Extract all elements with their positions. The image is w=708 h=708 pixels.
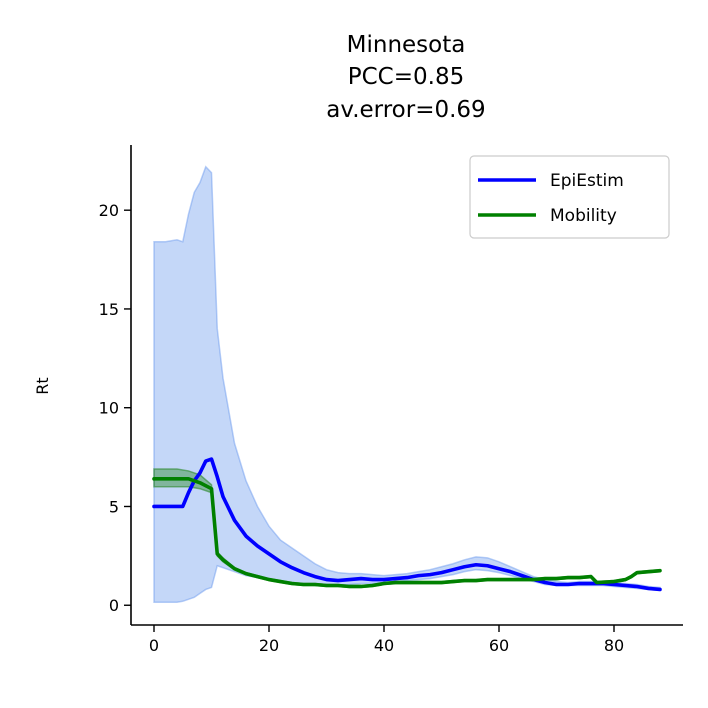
y-tick-label: 15	[99, 300, 119, 319]
y-ticks: 0 5 10 15 20	[99, 201, 131, 615]
y-axis-label: Rt	[33, 377, 52, 394]
x-tick-label: 60	[489, 636, 509, 655]
x-tick-label: 40	[374, 636, 394, 655]
y-tick-label: 0	[109, 596, 119, 615]
legend-label-epiestim: EpiEstim	[550, 171, 624, 191]
x-tick-label: 80	[604, 636, 624, 655]
title-line-3: av.error=0.69	[326, 97, 485, 123]
x-tick-label: 20	[259, 636, 279, 655]
legend: EpiEstim Mobility	[469, 155, 670, 239]
x-ticks: 0 20 40 60 80	[149, 625, 624, 655]
chart-title: Minnesota PCC=0.85 av.error=0.69	[326, 32, 485, 123]
legend-frame	[469, 155, 670, 239]
y-tick-label: 20	[99, 201, 119, 220]
y-tick-label: 10	[99, 399, 119, 418]
legend-label-mobility: Mobility	[550, 206, 617, 226]
series-lines	[152, 457, 662, 592]
x-tick-label: 0	[149, 636, 159, 655]
y-tick-label: 5	[109, 497, 119, 516]
title-line-2: PCC=0.85	[348, 64, 464, 90]
title-line-1: Minnesota	[347, 32, 466, 58]
mobility-series-line	[152, 477, 662, 589]
axes	[130, 145, 683, 626]
epiestim-series-line	[152, 457, 662, 592]
